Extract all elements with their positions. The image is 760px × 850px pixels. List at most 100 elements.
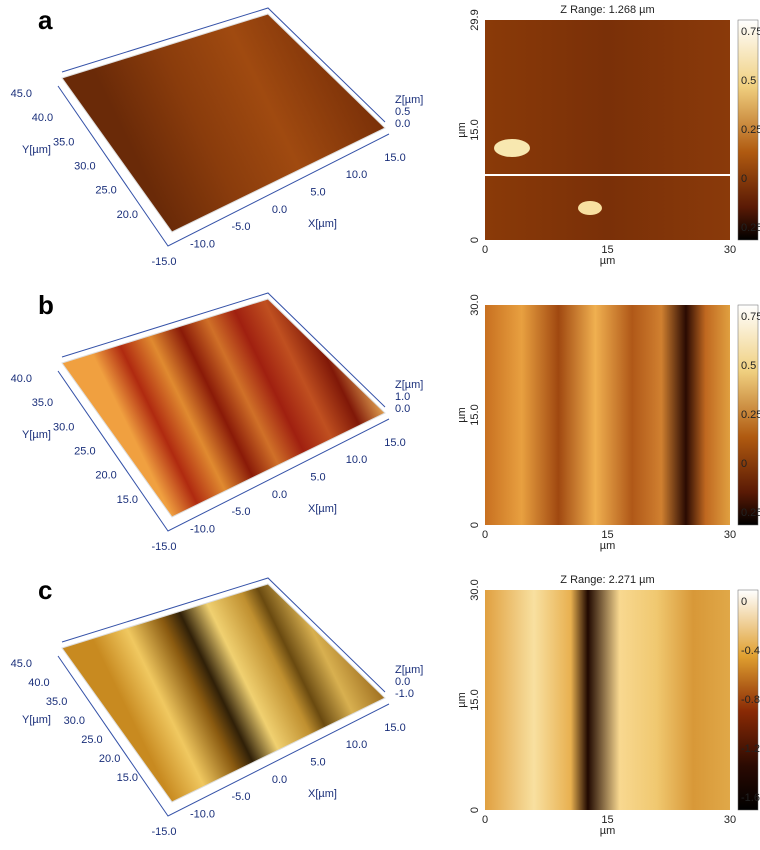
y-tick-label: 29.9 [469,9,481,30]
surface [61,583,386,803]
y-tick-label: 35.0 [32,397,53,409]
x-tick-label: -10.0 [190,809,215,821]
x-tick-label: 0 [482,814,488,826]
y-tick-label: 20.0 [99,753,120,765]
x-unit: µm [600,540,616,552]
surface [61,298,386,518]
y-tick-label: 15.0 [469,404,481,425]
x-unit: µm [600,825,616,837]
x-tick-label: 30 [724,529,736,541]
x-tick-label: -10.0 [190,239,215,251]
x-tick-label: 0.0 [272,774,287,786]
y-tick-label: 45.0 [11,658,32,670]
x-tick-label: 30 [724,244,736,256]
y-tick-label: 40.0 [28,677,49,689]
x-unit: µm [600,255,616,267]
z-tick-label: 0.5 [395,106,410,118]
x-tick-label: -5.0 [232,506,251,518]
z-axis-label: Z[µm] [395,664,423,676]
colorbar-tick-label: 0.25 [741,507,760,519]
z-tick-label: 0.0 [395,118,410,130]
feature [494,139,530,157]
colorbar [737,589,759,811]
x-tick-label: -5.0 [232,221,251,233]
image-title: Z Range: 1.268 µm [560,4,654,16]
x-tick-label: 15.0 [384,722,405,734]
surface-frame [61,7,386,123]
x-tick-label: -5.0 [232,791,251,803]
y-tick-label: 0 [469,522,481,528]
colorbar-tick-label: 0.5 [741,75,756,87]
y-tick-label: 15.0 [117,772,138,784]
z-axis-label: Z[µm] [395,379,423,391]
y-tick-label: 35.0 [53,136,74,148]
y-tick-label: 0 [469,807,481,813]
x-tick-label: 0 [482,529,488,541]
y-tick-label: 35.0 [46,696,67,708]
surface-frame [61,577,386,693]
y-tick-label: 40.0 [32,112,53,124]
x-tick-label: -15.0 [151,256,176,268]
x-tick-label: 15 [601,244,613,256]
surface [61,13,386,233]
x-tick-label: 5.0 [310,472,325,484]
x-tick-label: 10.0 [346,739,367,751]
feature [578,201,602,215]
colorbar-tick-label: 0.75 [741,311,760,323]
y-tick-label: 30.0 [469,579,481,600]
x-tick-label: 15.0 [384,437,405,449]
x-tick-label: 10.0 [346,169,367,181]
x-tick-label: 0.0 [272,489,287,501]
y-tick-label: 15.0 [117,494,138,506]
y-tick-label: 30.0 [64,715,85,727]
colorbar-tick-label: 0.25 [741,409,760,421]
colorbar-tick-label: 0.25 [741,222,760,234]
z-tick-label: 0.0 [395,676,410,688]
x-tick-label: 10.0 [346,454,367,466]
x-axis-label: X[µm] [308,218,337,230]
colorbar-tick-label: 0.5 [741,360,756,372]
z-tick-label: -1.0 [395,688,414,700]
panel-label: a [38,5,53,35]
x-tick-label: 0.0 [272,204,287,216]
y-tick-label: 15.0 [469,119,481,140]
surface-frame [61,292,386,408]
colorbar-tick-label: -0.8 [741,694,760,706]
y-axis-label: Y[µm] [22,714,51,726]
x-tick-label: -15.0 [151,826,176,838]
colorbar [737,19,759,241]
colorbar-tick-label: 0.25 [741,124,760,136]
x-tick-label: 0 [482,244,488,256]
x-tick-label: 5.0 [310,187,325,199]
surface-axis [57,655,390,817]
y-tick-label: 0 [469,237,481,243]
y-tick-label: 25.0 [81,734,102,746]
colorbar-tick-label: -0.4 [741,645,760,657]
x-tick-label: 30 [724,814,736,826]
z-tick-label: 1.0 [395,391,410,403]
x-tick-label: -10.0 [190,524,215,536]
x-axis-label: X[µm] [308,503,337,515]
x-tick-label: 15.0 [384,152,405,164]
y-tick-label: 20.0 [95,470,116,482]
y-tick-label: 30.0 [53,421,74,433]
afm-image [485,305,730,525]
y-tick-label: 40.0 [11,373,32,385]
image-title: Z Range: 2.271 µm [560,574,654,586]
colorbar-tick-label: 0 [741,458,747,470]
y-unit: µm [456,122,468,138]
z-tick-label: 0.0 [395,403,410,415]
colorbar [737,304,759,526]
surface-axis [57,370,390,532]
surface-axis [57,85,390,247]
colorbar-tick-label: -1.2 [741,743,760,755]
panel-label: c [38,575,52,605]
colorbar-tick-label: 0 [741,173,747,185]
y-tick-label: 30.0 [469,294,481,315]
colorbar-tick-label: 0 [741,596,747,608]
afm-image [485,20,730,240]
y-unit: µm [456,407,468,423]
colorbar-tick-label: 0.75 [741,26,760,38]
y-tick-label: 25.0 [74,446,95,458]
